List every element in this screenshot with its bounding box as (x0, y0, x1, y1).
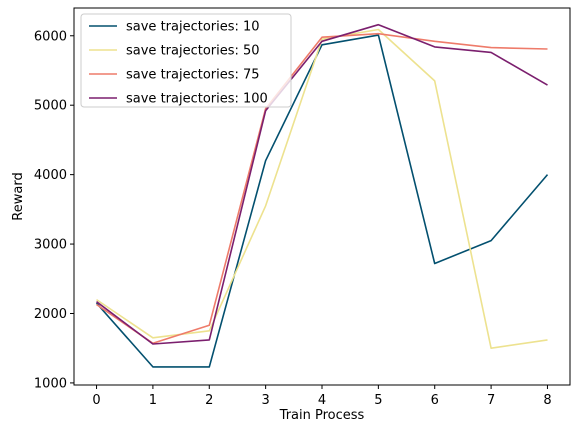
x-tick-label: 1 (149, 393, 157, 408)
y-tick-label: 1000 (34, 376, 67, 391)
y-tick-label: 2000 (34, 307, 67, 322)
x-tick-label: 3 (261, 393, 269, 408)
y-tick-label: 5000 (34, 99, 67, 114)
y-tick-label: 3000 (34, 238, 67, 253)
x-tick-label: 4 (318, 393, 326, 408)
y-tick-label: 6000 (34, 29, 67, 44)
series-lines (95, 23, 549, 368)
x-axis-ticks: 0 1 2 3 4 5 6 7 8 (92, 385, 552, 408)
y-axis-ticks: 1000 2000 3000 4000 5000 6000 (34, 29, 74, 391)
y-tick-label: 4000 (34, 168, 67, 183)
x-tick-label: 0 (92, 393, 100, 408)
x-tick-label: 8 (543, 393, 551, 408)
legend-label: save trajectories: 100 (126, 92, 268, 107)
x-tick-label: 7 (487, 393, 495, 408)
x-tick-label: 2 (205, 393, 213, 408)
series-line-0 (95, 34, 549, 368)
x-tick-label: 6 (431, 393, 439, 408)
legend-label: save trajectories: 50 (126, 44, 260, 59)
series-line-1 (96, 28, 548, 350)
series-line-3 (96, 23, 548, 345)
legend-box (80, 13, 292, 108)
legend-label: save trajectories: 10 (126, 20, 260, 35)
x-tick-label: 5 (374, 393, 382, 408)
y-axis-label: Reward (11, 172, 26, 220)
series-line-2 (96, 32, 548, 345)
legend: save trajectories: 10 save trajectories: … (80, 13, 292, 108)
legend-label: save trajectories: 75 (126, 68, 260, 83)
x-axis-label: Train Process (279, 408, 365, 423)
